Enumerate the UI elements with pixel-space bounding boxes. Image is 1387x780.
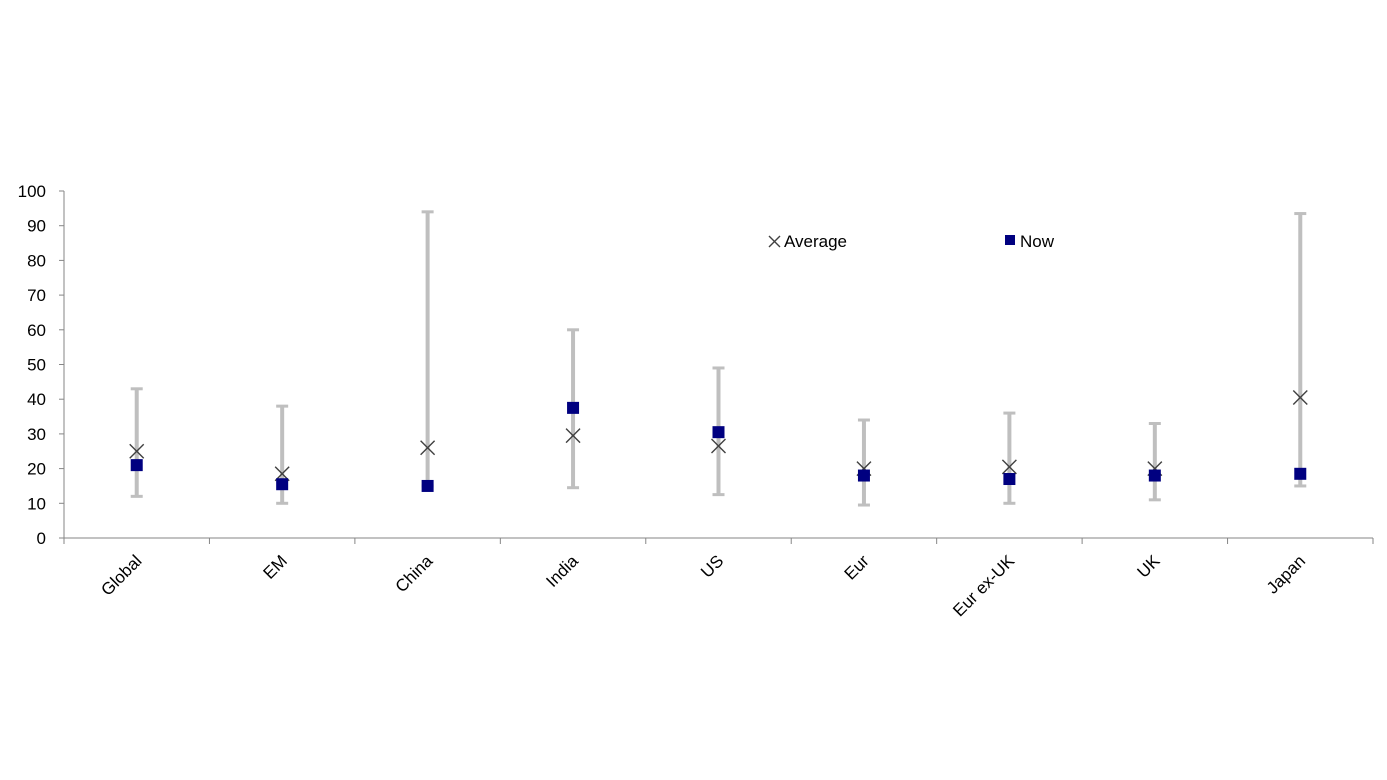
- now-point: [857, 469, 870, 482]
- legend-average-x-icon: [768, 235, 781, 248]
- x-category-label: India: [542, 551, 582, 591]
- y-tick-label: 40: [27, 390, 46, 409]
- y-tick-label: 60: [27, 321, 46, 340]
- x-category-label: Japan: [1263, 551, 1309, 597]
- x-category-label: UK: [1134, 551, 1165, 582]
- x-category-label: Eur: [841, 551, 873, 583]
- legend-now-square-icon: [1005, 235, 1015, 245]
- average-point: [711, 438, 726, 454]
- average-point: [129, 443, 145, 459]
- y-tick-label: 80: [27, 251, 46, 270]
- legend-now: Now: [1005, 232, 1055, 251]
- markers: [129, 389, 1308, 492]
- average-point: [565, 428, 581, 444]
- y-tick-label: 30: [27, 425, 46, 444]
- now-point: [130, 459, 143, 472]
- now-point: [712, 426, 725, 439]
- x-category-label: EM: [260, 551, 291, 582]
- now-point: [1148, 469, 1161, 482]
- average-point: [1292, 389, 1308, 405]
- y-tick-label: 70: [27, 286, 46, 305]
- legend-now-label: Now: [1020, 232, 1055, 251]
- legend: Average Now: [768, 232, 1055, 251]
- range-bars: [130, 210, 1307, 507]
- y-tick-label: 20: [27, 460, 46, 479]
- y-tick-label: 90: [27, 217, 46, 236]
- y-tick-label: 50: [27, 356, 46, 375]
- x-category-label: US: [697, 551, 727, 581]
- now-point: [567, 401, 580, 414]
- average-point: [1001, 459, 1017, 475]
- y-tick-label: 0: [37, 529, 46, 548]
- y-tick-label: 100: [18, 182, 46, 201]
- now-point: [421, 479, 434, 492]
- x-category-label: China: [392, 551, 437, 596]
- average-point: [420, 440, 436, 456]
- now-point: [276, 478, 289, 491]
- x-category-label: Eur ex-UK: [949, 551, 1018, 620]
- now-point: [1294, 467, 1307, 480]
- legend-average-label: Average: [784, 232, 847, 251]
- legend-average: Average: [768, 232, 847, 251]
- y-tick-label: 10: [27, 494, 46, 513]
- axes: 0 10 20 30 40 50 60 70 80 90 100 Global EM China India…: [18, 182, 1374, 620]
- x-category-label: Global: [97, 551, 145, 599]
- now-point: [1003, 473, 1016, 486]
